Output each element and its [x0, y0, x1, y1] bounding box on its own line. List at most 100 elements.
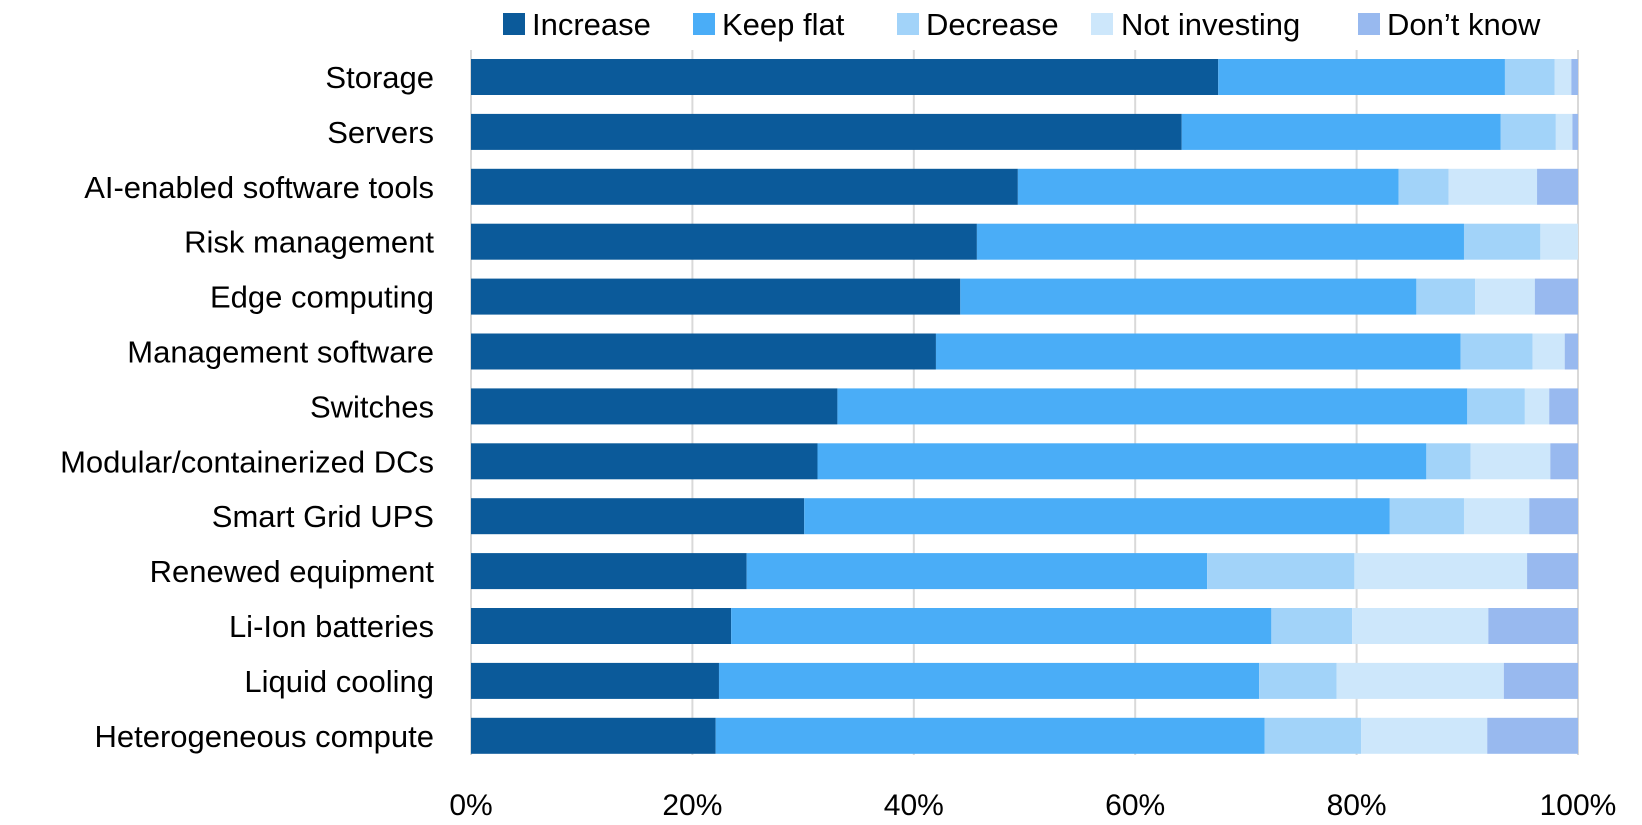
x-tick-label: 80% — [1327, 789, 1387, 822]
bar-segment-don-t-know — [1503, 662, 1578, 699]
bar-segment-don-t-know — [1537, 168, 1578, 205]
bar-segment-decrease — [1426, 443, 1471, 480]
bar-segment-not-investing — [1336, 662, 1504, 699]
legend-swatch — [1358, 13, 1380, 35]
bar-segment-keep-flat — [1181, 113, 1501, 150]
bar-segment-increase — [471, 608, 732, 644]
bar-segment-keep-flat — [817, 443, 1427, 480]
category-label: Servers — [327, 115, 434, 150]
bar-row — [471, 113, 1578, 150]
bar-segment-not-investing — [1463, 498, 1530, 535]
bar-segment-increase — [471, 498, 805, 535]
legend-swatch — [897, 13, 919, 35]
legend-item: Increase — [503, 7, 651, 42]
category-labels: Storage Servers AI-enabled software tools R… — [60, 60, 434, 754]
category-label: Storage — [325, 60, 434, 95]
bar-row — [471, 223, 1578, 260]
bar-segment-don-t-know — [1571, 59, 1578, 95]
bar-segment-increase — [471, 168, 1018, 205]
bar-segment-increase — [471, 662, 719, 699]
category-label: Li-Ion batteries — [229, 609, 434, 644]
bar-row — [471, 662, 1578, 699]
bar-segment-not-investing — [1352, 608, 1489, 644]
bar-segment-don-t-know — [1564, 333, 1578, 370]
bar-segment-decrease — [1264, 717, 1362, 754]
legend-item: Don’t know — [1358, 7, 1541, 42]
legend-item: Keep flat — [693, 7, 845, 42]
bar-row — [471, 333, 1578, 370]
bar-segment-increase — [471, 717, 716, 754]
category-label: Risk management — [184, 225, 434, 260]
category-label: Liquid cooling — [244, 664, 434, 699]
x-tick-label: 60% — [1105, 789, 1165, 822]
bar-segment-decrease — [1416, 278, 1476, 315]
category-label: Management software — [127, 335, 434, 370]
bar-segment-increase — [471, 113, 1182, 150]
bar-segment-increase — [471, 333, 936, 370]
bar-segment-keep-flat — [976, 223, 1464, 260]
bar-segment-not-investing — [1554, 59, 1572, 95]
legend-label: Keep flat — [722, 7, 845, 42]
bar-segment-don-t-know — [1487, 717, 1578, 754]
legend-label: Not investing — [1121, 7, 1300, 42]
bar-segment-keep-flat — [746, 553, 1208, 590]
bar-segment-keep-flat — [1218, 59, 1505, 95]
bar-segment-not-investing — [1540, 223, 1578, 260]
bar-row — [471, 443, 1578, 480]
bar-row — [471, 388, 1578, 425]
x-tick-label: 100% — [1540, 789, 1617, 822]
bar-segment-decrease — [1259, 662, 1337, 699]
bar-segment-not-investing — [1470, 443, 1551, 480]
category-label: Edge computing — [210, 280, 434, 315]
bar-segment-don-t-know — [1572, 113, 1578, 150]
bar-segment-decrease — [1504, 59, 1555, 95]
bar-segment-decrease — [1398, 168, 1449, 205]
bar-segment-decrease — [1467, 388, 1525, 425]
category-label: Modular/containerized DCs — [60, 444, 434, 479]
bar-segment-decrease — [1207, 553, 1355, 590]
bar-segment-don-t-know — [1488, 608, 1578, 644]
x-tick-label: 40% — [884, 789, 944, 822]
bar-segment-increase — [471, 223, 977, 260]
bar-segment-not-investing — [1532, 333, 1565, 370]
bar-segment-keep-flat — [804, 498, 1390, 535]
x-tick-label: 20% — [662, 789, 722, 822]
bar-row — [471, 278, 1578, 315]
x-tick-label: 0% — [449, 789, 492, 822]
bar-segment-not-investing — [1361, 717, 1488, 754]
bars — [471, 59, 1578, 754]
bar-row — [471, 717, 1578, 754]
legend-item: Decrease — [897, 7, 1059, 42]
category-label: AI-enabled software tools — [84, 170, 434, 205]
x-axis-tick-labels: 0% 20% 40% 60% 80% 100% — [449, 789, 1616, 822]
bar-segment-don-t-know — [1529, 498, 1578, 535]
bar-segment-keep-flat — [1017, 168, 1399, 205]
bar-segment-keep-flat — [837, 388, 1468, 425]
bar-segment-keep-flat — [731, 608, 1272, 644]
bar-segment-keep-flat — [960, 278, 1417, 315]
legend-label: Don’t know — [1387, 7, 1541, 42]
bar-segment-don-t-know — [1550, 443, 1578, 480]
bar-segment-increase — [471, 388, 838, 425]
legend-swatch — [693, 13, 715, 35]
category-label: Heterogeneous compute — [94, 719, 434, 754]
legend-swatch — [503, 13, 525, 35]
category-label: Smart Grid UPS — [212, 499, 434, 534]
bar-segment-increase — [471, 553, 747, 590]
category-label: Renewed equipment — [150, 554, 435, 589]
bar-segment-not-investing — [1555, 113, 1573, 150]
bar-row — [471, 498, 1578, 535]
legend-swatch — [1091, 13, 1113, 35]
bar-row — [471, 608, 1578, 644]
bar-segment-keep-flat — [718, 662, 1260, 699]
bar-row — [471, 59, 1578, 95]
bar-segment-don-t-know — [1527, 553, 1578, 590]
bar-segment-increase — [471, 59, 1219, 95]
category-label: Switches — [310, 389, 434, 424]
bar-segment-decrease — [1463, 223, 1541, 260]
bar-segment-keep-flat — [935, 333, 1461, 370]
bar-segment-increase — [471, 443, 818, 480]
bar-segment-decrease — [1389, 498, 1464, 535]
legend: Increase Keep flat Decrease Not investing Do… — [503, 7, 1541, 42]
